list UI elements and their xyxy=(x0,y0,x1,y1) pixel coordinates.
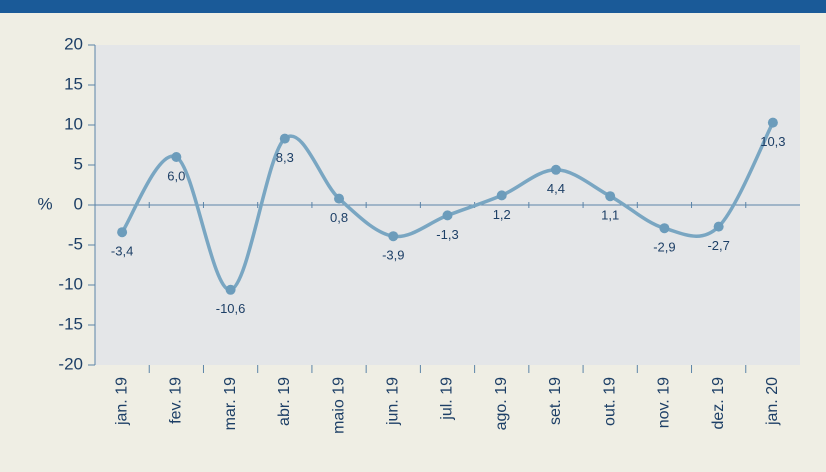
x-tick-label: jul. 19 xyxy=(439,377,456,421)
x-tick-label: jan. 20 xyxy=(764,377,781,426)
marker xyxy=(171,152,182,162)
y-tick-label: -15 xyxy=(58,314,83,333)
value-label: -2,7 xyxy=(707,238,729,253)
marker xyxy=(117,227,128,238)
y-axis-label: % xyxy=(37,194,52,213)
value-label: -3,9 xyxy=(382,248,404,263)
x-tick-label: dez. 19 xyxy=(710,377,727,430)
marker xyxy=(442,210,453,221)
x-tick-label: ago. 19 xyxy=(493,377,510,430)
value-label: -2,9 xyxy=(653,240,675,255)
value-label: -3,4 xyxy=(111,244,133,259)
y-tick-label: -20 xyxy=(58,354,83,373)
y-tick-label: 5 xyxy=(74,154,83,173)
x-tick-label: jun. 19 xyxy=(384,377,401,426)
value-label: 4,4 xyxy=(547,181,565,196)
y-tick-label: -5 xyxy=(68,234,83,253)
value-label: 1,2 xyxy=(493,207,511,222)
x-tick-label: mar. 19 xyxy=(222,377,239,430)
marker xyxy=(767,117,778,128)
marker xyxy=(279,133,290,144)
marker xyxy=(496,190,507,201)
y-tick-label: 20 xyxy=(64,34,83,53)
x-tick-label: abr. 19 xyxy=(276,377,293,426)
y-tick-label: -10 xyxy=(58,274,83,293)
value-label: 0,8 xyxy=(330,210,348,225)
value-label: 8,3 xyxy=(276,150,294,165)
marker xyxy=(334,193,345,204)
value-label: -1,3 xyxy=(436,227,458,242)
marker xyxy=(550,164,561,175)
marker xyxy=(659,223,670,234)
x-tick-label: jan. 19 xyxy=(113,377,130,426)
x-tick-label: maio 19 xyxy=(330,377,347,434)
x-tick-label: fev. 19 xyxy=(168,377,185,424)
value-label: 6,0 xyxy=(167,168,185,183)
marker xyxy=(713,221,724,232)
x-tick-label: set. 19 xyxy=(547,377,564,425)
value-label: 1,1 xyxy=(601,208,619,223)
top-bar xyxy=(0,0,826,13)
y-tick-label: 0 xyxy=(74,194,83,213)
marker xyxy=(388,231,399,242)
y-tick-label: 10 xyxy=(64,114,83,133)
x-tick-label: out. 19 xyxy=(601,377,618,426)
marker xyxy=(605,191,616,202)
value-label: -10,6 xyxy=(216,301,246,316)
x-tick-label: nov. 19 xyxy=(656,377,673,428)
marker xyxy=(225,284,236,295)
y-tick-label: 15 xyxy=(64,74,83,93)
value-label: 10,3 xyxy=(760,134,785,149)
